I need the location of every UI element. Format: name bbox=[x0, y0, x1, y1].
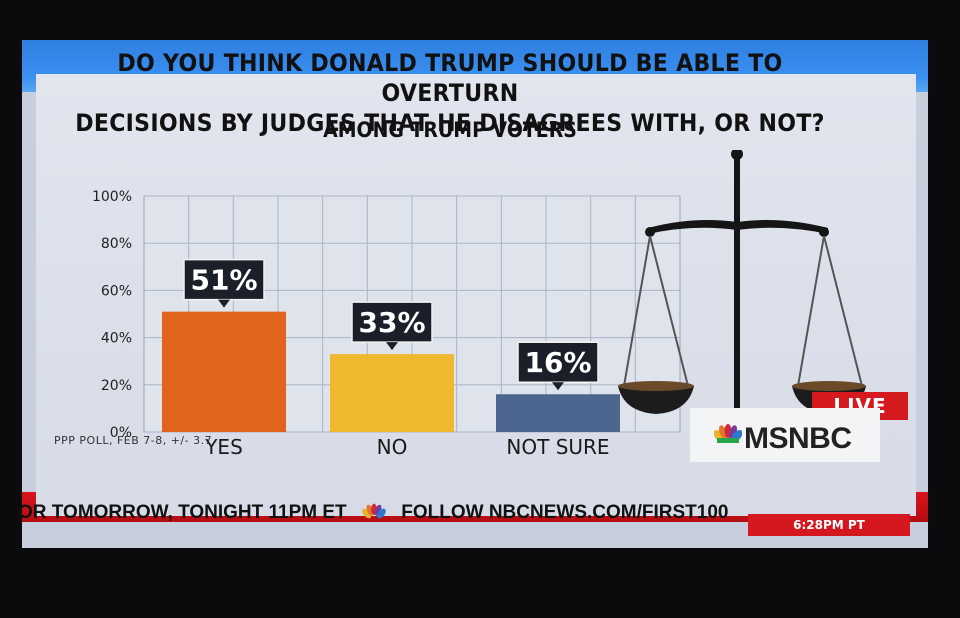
source-note: PPP POLL, FEB 7-8, +/- 3.7 bbox=[54, 434, 213, 447]
y-tick-label: 80% bbox=[101, 236, 132, 252]
x-category-label: YES bbox=[204, 435, 243, 459]
chart-title-line1: DO YOU THINK DONALD TRUMP SHOULD BE ABLE… bbox=[117, 49, 783, 107]
x-category-label: NO bbox=[377, 435, 408, 459]
data-label: 16% bbox=[524, 346, 591, 379]
bar bbox=[496, 394, 620, 432]
y-tick-label: 60% bbox=[101, 283, 132, 299]
ticker-segment-1: OR TOMORROW, TONIGHT 11PM ET bbox=[18, 502, 347, 523]
data-label-pointer bbox=[552, 382, 564, 391]
chart-title: DO YOU THINK DONALD TRUMP SHOULD BE ABLE… bbox=[73, 48, 827, 138]
time-badge: 6:28PM PT bbox=[748, 514, 910, 536]
news-ticker: OR TOMORROW, TONIGHT 11PM ET FOLLOW NBCN… bbox=[0, 500, 745, 530]
data-label-box bbox=[517, 341, 599, 383]
peacock-icon bbox=[362, 503, 386, 519]
network-logo-text: MSNBC bbox=[744, 422, 852, 455]
ticker-text: OR TOMORROW, TONIGHT 11PM ET FOLLOW NBCN… bbox=[18, 502, 728, 524]
y-tick-label: 0% bbox=[110, 425, 132, 441]
chart-subtitle: AMONG TRUMP VOTERS bbox=[323, 118, 577, 142]
data-label-box bbox=[183, 258, 265, 301]
ticker-segment-2: FOLLOW NBCNEWS.COM/FIRST100 bbox=[401, 502, 729, 523]
y-tick-label: 20% bbox=[101, 378, 132, 394]
bar bbox=[330, 354, 454, 432]
x-category-label: NOT SURE bbox=[506, 435, 609, 459]
data-label: 33% bbox=[358, 306, 425, 339]
data-label-pointer bbox=[386, 342, 398, 351]
chart-title-line2: DECISIONS BY JUDGES THAT HE DISAGREES WI… bbox=[75, 109, 825, 137]
peacock-logo-icon bbox=[714, 424, 742, 443]
y-tick-label: 40% bbox=[101, 331, 132, 347]
data-label-pointer bbox=[218, 299, 230, 308]
y-tick-label: 100% bbox=[92, 189, 132, 205]
bar bbox=[162, 311, 286, 432]
data-label: 51% bbox=[190, 264, 257, 297]
